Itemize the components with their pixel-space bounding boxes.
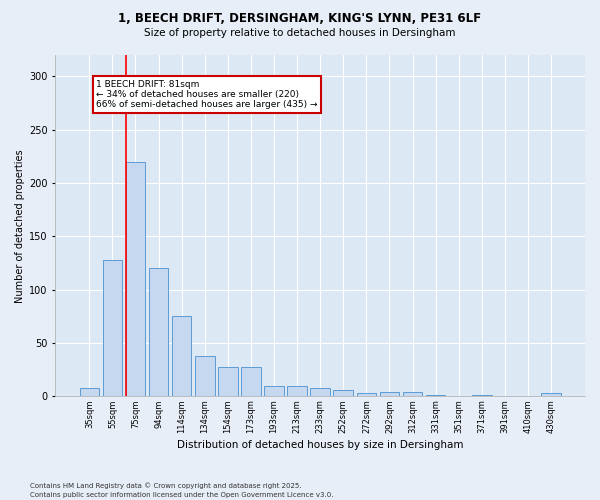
- Bar: [80, 388, 99, 396]
- Bar: [241, 366, 261, 396]
- Text: Contains public sector information licensed under the Open Government Licence v3: Contains public sector information licen…: [30, 492, 334, 498]
- Text: 1 BEECH DRIFT: 81sqm
← 34% of detached houses are smaller (220)
66% of semi-deta: 1 BEECH DRIFT: 81sqm ← 34% of detached h…: [96, 80, 318, 110]
- X-axis label: Distribution of detached houses by size in Dersingham: Distribution of detached houses by size …: [177, 440, 463, 450]
- Bar: [103, 260, 122, 396]
- Bar: [380, 392, 399, 396]
- Bar: [334, 390, 353, 396]
- Bar: [172, 316, 191, 396]
- Bar: [264, 386, 284, 396]
- Text: Size of property relative to detached houses in Dersingham: Size of property relative to detached ho…: [144, 28, 456, 38]
- Bar: [541, 393, 561, 396]
- Bar: [218, 366, 238, 396]
- Bar: [195, 356, 215, 397]
- Text: Contains HM Land Registry data © Crown copyright and database right 2025.: Contains HM Land Registry data © Crown c…: [30, 482, 302, 489]
- Bar: [310, 388, 330, 396]
- Bar: [125, 162, 145, 396]
- Bar: [287, 386, 307, 396]
- Y-axis label: Number of detached properties: Number of detached properties: [15, 149, 25, 302]
- Text: 1, BEECH DRIFT, DERSINGHAM, KING'S LYNN, PE31 6LF: 1, BEECH DRIFT, DERSINGHAM, KING'S LYNN,…: [118, 12, 482, 26]
- Bar: [403, 392, 422, 396]
- Bar: [356, 393, 376, 396]
- Bar: [149, 268, 169, 396]
